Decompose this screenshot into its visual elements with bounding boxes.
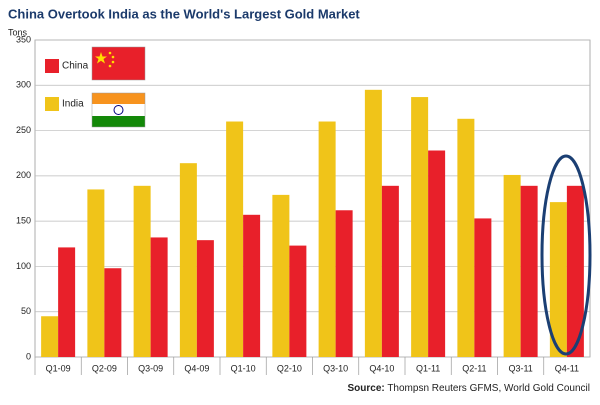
x-tick-label: Q1-09 [46, 363, 71, 373]
legend-swatch [45, 97, 59, 111]
legend-label: China [62, 61, 89, 72]
bar [133, 185, 151, 357]
x-tick-label: Q2-09 [92, 363, 117, 373]
x-tick-label: Q1-11 [416, 363, 440, 373]
bar [364, 89, 382, 358]
bar [289, 245, 307, 357]
x-tick-label: Q3-11 [508, 363, 532, 373]
bar [520, 185, 538, 357]
legend-swatch [45, 59, 59, 73]
bar [272, 194, 290, 357]
y-tick-label: 300 [16, 80, 31, 90]
bar [566, 185, 584, 357]
bar [41, 316, 59, 357]
bar [87, 189, 105, 357]
source: Source: Thompsn Reuters GFMS, World Gold… [347, 383, 590, 394]
bar [318, 121, 336, 357]
bar [150, 237, 168, 357]
bar [549, 202, 567, 357]
x-tick-label: Q3-09 [138, 363, 163, 373]
bar [196, 240, 214, 357]
x-tick-label: Q2-11 [462, 363, 486, 373]
india-flag [91, 92, 146, 128]
y-tick-label: 0 [26, 351, 31, 361]
plot-area: 0 50 100 150 200 250 300 350 Q1-09 Q2-09 Q3-09 Q4-0… [16, 34, 591, 375]
bar [243, 214, 261, 357]
bar [179, 163, 197, 357]
bar [58, 247, 76, 357]
y-tick-label: 100 [16, 261, 31, 271]
bar [226, 121, 244, 357]
source-text: Thompsn Reuters GFMS, World Gold Council [387, 383, 590, 394]
legend-label: India [62, 99, 84, 110]
bar [381, 185, 399, 357]
y-tick-label: 250 [16, 125, 31, 135]
bar [457, 118, 475, 357]
bar [428, 150, 446, 357]
x-tick-label: Q4-10 [369, 363, 394, 373]
bar [104, 268, 122, 357]
china-flag [91, 46, 146, 81]
source-label: Source: [347, 383, 384, 394]
y-tick-label: 150 [16, 216, 31, 226]
bar [411, 97, 429, 357]
x-tick-label: Q3-10 [323, 363, 348, 373]
y-tick-label: 50 [21, 306, 31, 316]
y-tick-label: 350 [16, 34, 31, 44]
y-tick-label: 200 [16, 170, 31, 180]
x-tick-label: Q2-10 [277, 363, 302, 373]
bar [335, 210, 353, 357]
chart-title: China Overtook India as the World's Larg… [8, 6, 360, 21]
x-tick-label: Q4-09 [184, 363, 209, 373]
x-tick-label: Q1-10 [231, 363, 256, 373]
x-tick-label: Q4-11 [555, 363, 579, 373]
y-axis-label: Tons [8, 27, 28, 37]
bar [474, 218, 492, 357]
highlight-ellipse [540, 154, 592, 356]
bar [503, 174, 521, 357]
